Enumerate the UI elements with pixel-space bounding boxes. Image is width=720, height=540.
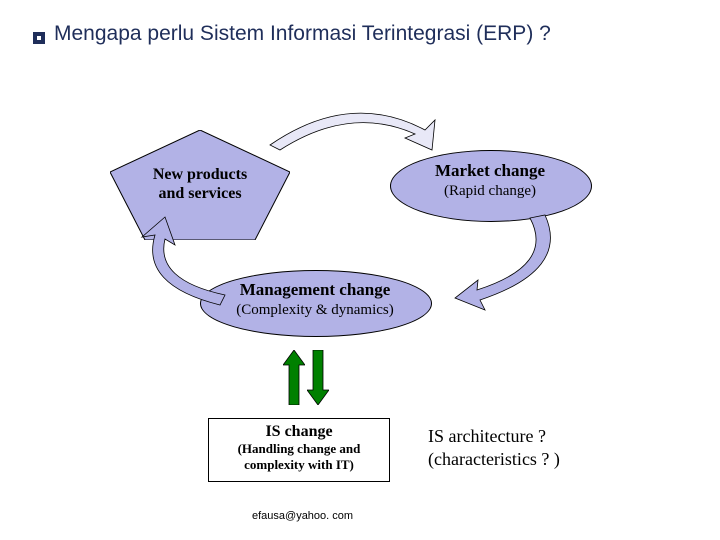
page-title: Mengapa perlu Sistem Informasi Terintegr…	[54, 22, 551, 46]
node-is-architecture: IS architecture ? (characteristics ? )	[428, 425, 560, 472]
node-new-products-label: New products and services	[130, 165, 270, 203]
is-architecture-line2: (characteristics ? )	[428, 448, 560, 471]
title-bullet	[33, 32, 45, 44]
new-products-line1: New products	[153, 166, 247, 183]
node-market-change-label: Market change (Rapid change)	[400, 161, 580, 201]
footer-email: efausa@yahoo. com	[252, 510, 353, 522]
cycle-arrow-left	[130, 225, 240, 315]
is-change-line3: complexity with IT)	[209, 457, 389, 473]
is-change-line1: IS change	[209, 423, 389, 441]
cycle-arrow-top	[260, 100, 440, 160]
arrow-down-icon	[307, 350, 329, 405]
is-change-line2: (Handling change and	[209, 441, 389, 457]
management-change-line2: (Complexity & dynamics)	[236, 302, 393, 318]
new-products-line2: and services	[158, 185, 241, 202]
market-change-line2: (Rapid change)	[444, 183, 536, 199]
node-management-change-label: Management change (Complexity & dynamics…	[210, 280, 420, 320]
management-change-line1: Management change	[240, 280, 391, 299]
node-is-change: IS change (Handling change and complexit…	[208, 418, 390, 482]
is-architecture-line1: IS architecture ?	[428, 425, 560, 448]
cycle-arrow-right	[450, 210, 570, 310]
arrow-up-icon	[283, 350, 305, 405]
market-change-line1: Market change	[435, 161, 545, 180]
